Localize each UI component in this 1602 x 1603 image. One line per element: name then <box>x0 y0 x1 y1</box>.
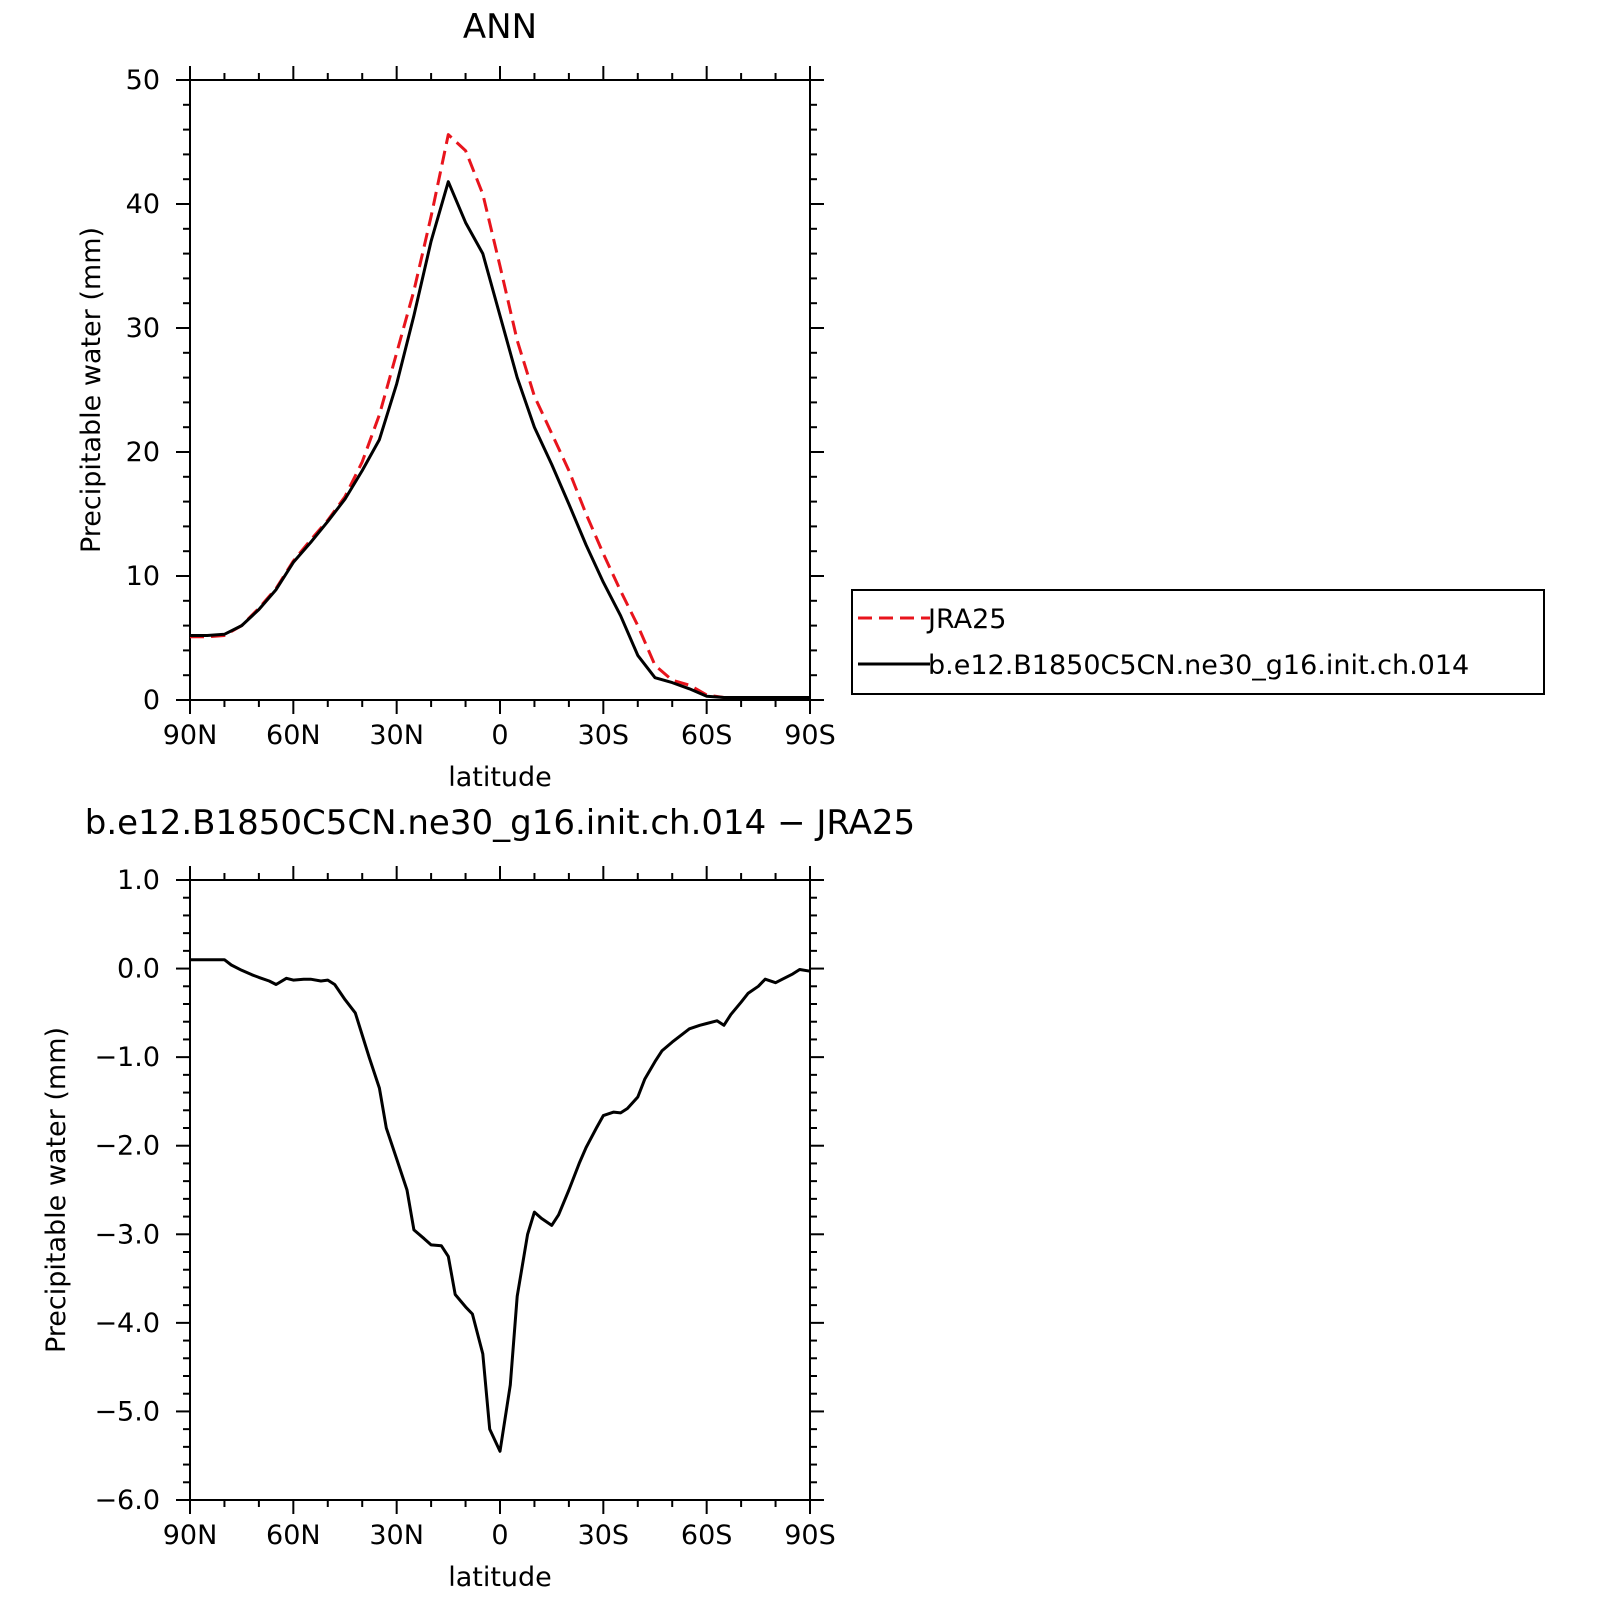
y-tick-label: −2.0 <box>94 1131 160 1162</box>
x-tick-label: 60S <box>681 1520 733 1551</box>
y-axis-label: Precipitable water (mm) <box>41 1027 72 1353</box>
y-tick-label: −3.0 <box>94 1219 160 1250</box>
x-axis-label: latitude <box>448 1562 552 1593</box>
x-tick-label: 90N <box>163 1520 218 1551</box>
x-tick-label: 90S <box>784 720 836 751</box>
x-tick-label: 60S <box>681 720 733 751</box>
y-tick-label: 50 <box>126 65 160 96</box>
plot-frame <box>189 879 811 1501</box>
x-tick-label: 30S <box>578 720 630 751</box>
legend-label-1: b.e12.B1850C5CN.ne30_g16.init.ch.014 <box>928 650 1469 681</box>
y-tick-label: 10 <box>126 561 160 592</box>
chart-title: b.e12.B1850C5CN.ne30_g16.init.ch.014 − J… <box>85 803 915 843</box>
y-tick-label: 0.0 <box>117 954 160 985</box>
y-tick-label: 20 <box>126 437 160 468</box>
y-axis-label: Precipitable water (mm) <box>76 227 107 553</box>
x-tick-label: 60N <box>266 720 321 751</box>
chart-1: 90N 60N 30N 0 30S 60S 90S 1.0 0.0 −1.0 −2.0 −3.0 −4.… <box>41 803 915 1593</box>
y-tick-label: 30 <box>126 313 160 344</box>
x-tick-label: 90N <box>163 720 218 751</box>
y-tick-label: −6.0 <box>94 1485 160 1516</box>
x-tick-label: 0 <box>491 720 508 751</box>
chart-0: 90N 60N 30N 0 30S 60S 90S 0 10 20 30 40 50 latitude Pr… <box>76 7 1545 793</box>
y-tick-label: −5.0 <box>94 1396 160 1427</box>
series-line-0 <box>190 133 810 699</box>
legend-box <box>851 589 1545 695</box>
x-tick-label: 90S <box>784 1520 836 1551</box>
x-tick-label: 30S <box>578 1520 630 1551</box>
x-tick-label: 0 <box>491 1520 508 1551</box>
plot-frame <box>189 79 811 701</box>
y-tick-label: 0 <box>143 685 160 716</box>
x-tick-label: 60N <box>266 1520 321 1551</box>
series-line-0 <box>190 958 811 1453</box>
y-tick-label: −4.0 <box>94 1308 160 1339</box>
x-tick-label: 30N <box>369 1520 424 1551</box>
y-tick-label: 1.0 <box>117 865 160 896</box>
x-axis-label: latitude <box>448 762 552 793</box>
legend: JRA25 b.e12.B1850C5CN.ne30_g16.init.ch.01… <box>851 589 1545 695</box>
y-tick-label: −1.0 <box>94 1042 160 1073</box>
legend-label-0: JRA25 <box>926 604 1006 635</box>
chart-title: ANN <box>463 7 537 47</box>
series-line-1 <box>190 180 810 699</box>
x-tick-label: 30N <box>369 720 424 751</box>
y-tick-label: 40 <box>126 189 160 220</box>
